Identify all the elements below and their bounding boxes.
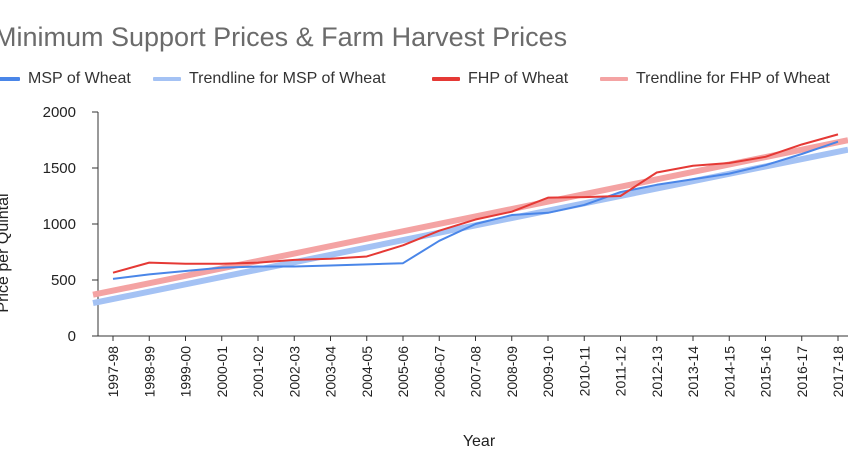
legend-label-fhp-trend: Trendline for FHP of Wheat: [636, 70, 830, 87]
legend-label-msp: MSP of Wheat: [28, 70, 131, 87]
x-tick-label: 2009-10: [540, 346, 556, 398]
series-line-fhp: [112, 133, 839, 274]
trendline-fhp: [92, 137, 848, 298]
x-tick-label: 2010-11: [576, 346, 592, 397]
x-tick-label: 2008-09: [504, 346, 520, 398]
x-tick-label: 2017-18: [830, 346, 846, 398]
x-tick-label: 1997-98: [105, 346, 121, 398]
x-tick-label: 2006-07: [431, 346, 447, 398]
x-axis-title: Year: [463, 433, 496, 450]
y-tick-label: 0: [68, 328, 76, 345]
legend-item-msp[interactable]: MSP of Wheat: [0, 70, 131, 88]
y-tick-label: 2000: [43, 104, 76, 121]
legend-item-fhp-trend[interactable]: Trendline for FHP of Wheat: [600, 70, 830, 88]
chart-title: Minimum Support Prices & Farm Harvest Pr…: [0, 22, 568, 52]
x-tick-label: 2000-01: [214, 346, 230, 398]
y-axis-title: Price per Quintal: [0, 193, 12, 312]
legend-swatch-fhp-trend: [600, 77, 628, 81]
legend-swatch-msp-trend: [153, 77, 181, 81]
x-tick-label: 2011-12: [613, 346, 629, 397]
legend-item-fhp[interactable]: FHP of Wheat: [432, 70, 568, 88]
x-tick-label: 2003-04: [323, 346, 339, 398]
x-tick-label: 2001-02: [250, 346, 266, 398]
x-tick-label: 2005-06: [395, 346, 411, 398]
legend: MSP of Wheat Trendline for MSP of Wheat …: [0, 70, 848, 90]
legend-item-msp-trend[interactable]: Trendline for MSP of Wheat: [153, 70, 386, 88]
legend-label-fhp: FHP of Wheat: [468, 70, 569, 87]
series-line-msp: [112, 140, 839, 280]
legend-swatch-msp: [0, 77, 20, 81]
y-tick-label: 1000: [43, 216, 76, 233]
legend-swatch-fhp: [432, 77, 460, 81]
x-tick-label: 2002-03: [286, 346, 302, 398]
x-tick-label: 2012-13: [649, 346, 665, 398]
y-tick-label: 500: [51, 272, 76, 289]
x-tick-label: 1999-00: [178, 346, 194, 398]
x-tick-label: 2004-05: [359, 346, 375, 398]
x-tick-label: 2014-15: [721, 346, 737, 398]
x-tick-label: 2013-14: [685, 346, 701, 398]
x-tick-label: 2015-16: [758, 346, 774, 398]
x-tick-label: 2007-08: [468, 346, 484, 398]
y-tick-label: 1500: [43, 160, 76, 177]
legend-label-msp-trend: Trendline for MSP of Wheat: [189, 70, 386, 87]
x-tick-label: 1998-99: [141, 346, 157, 398]
x-tick-label: 2016-17: [794, 346, 810, 398]
